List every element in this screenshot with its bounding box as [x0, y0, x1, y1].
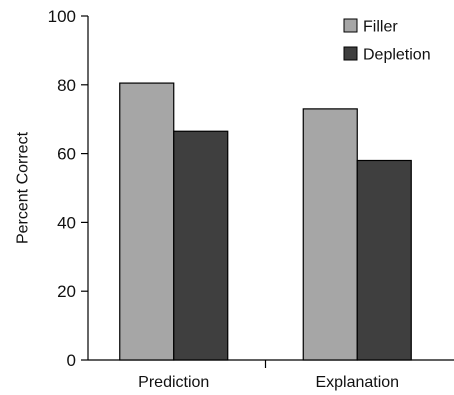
y-tick-label: 40 [57, 213, 76, 232]
y-axis-title: Percent Correct [15, 131, 32, 244]
bar-filler-prediction [119, 82, 175, 361]
bar-filler-explanation [302, 108, 358, 361]
bar-depletion-prediction [173, 130, 229, 361]
y-tick-label: 80 [57, 76, 76, 95]
y-tick-label: 20 [57, 282, 76, 301]
y-tick-label: 0 [67, 351, 76, 370]
legend-swatch-filler [343, 18, 358, 33]
x-category-label: Prediction [138, 374, 209, 391]
legend-label-depletion: Depletion [363, 47, 431, 64]
x-category-label: Explanation [315, 374, 399, 391]
bar-depletion-explanation [356, 159, 412, 361]
y-tick-label: 60 [57, 145, 76, 164]
legend-label-filler: Filler [363, 19, 398, 36]
legend-swatch-depletion [343, 46, 358, 61]
y-tick-label: 100 [48, 7, 76, 26]
